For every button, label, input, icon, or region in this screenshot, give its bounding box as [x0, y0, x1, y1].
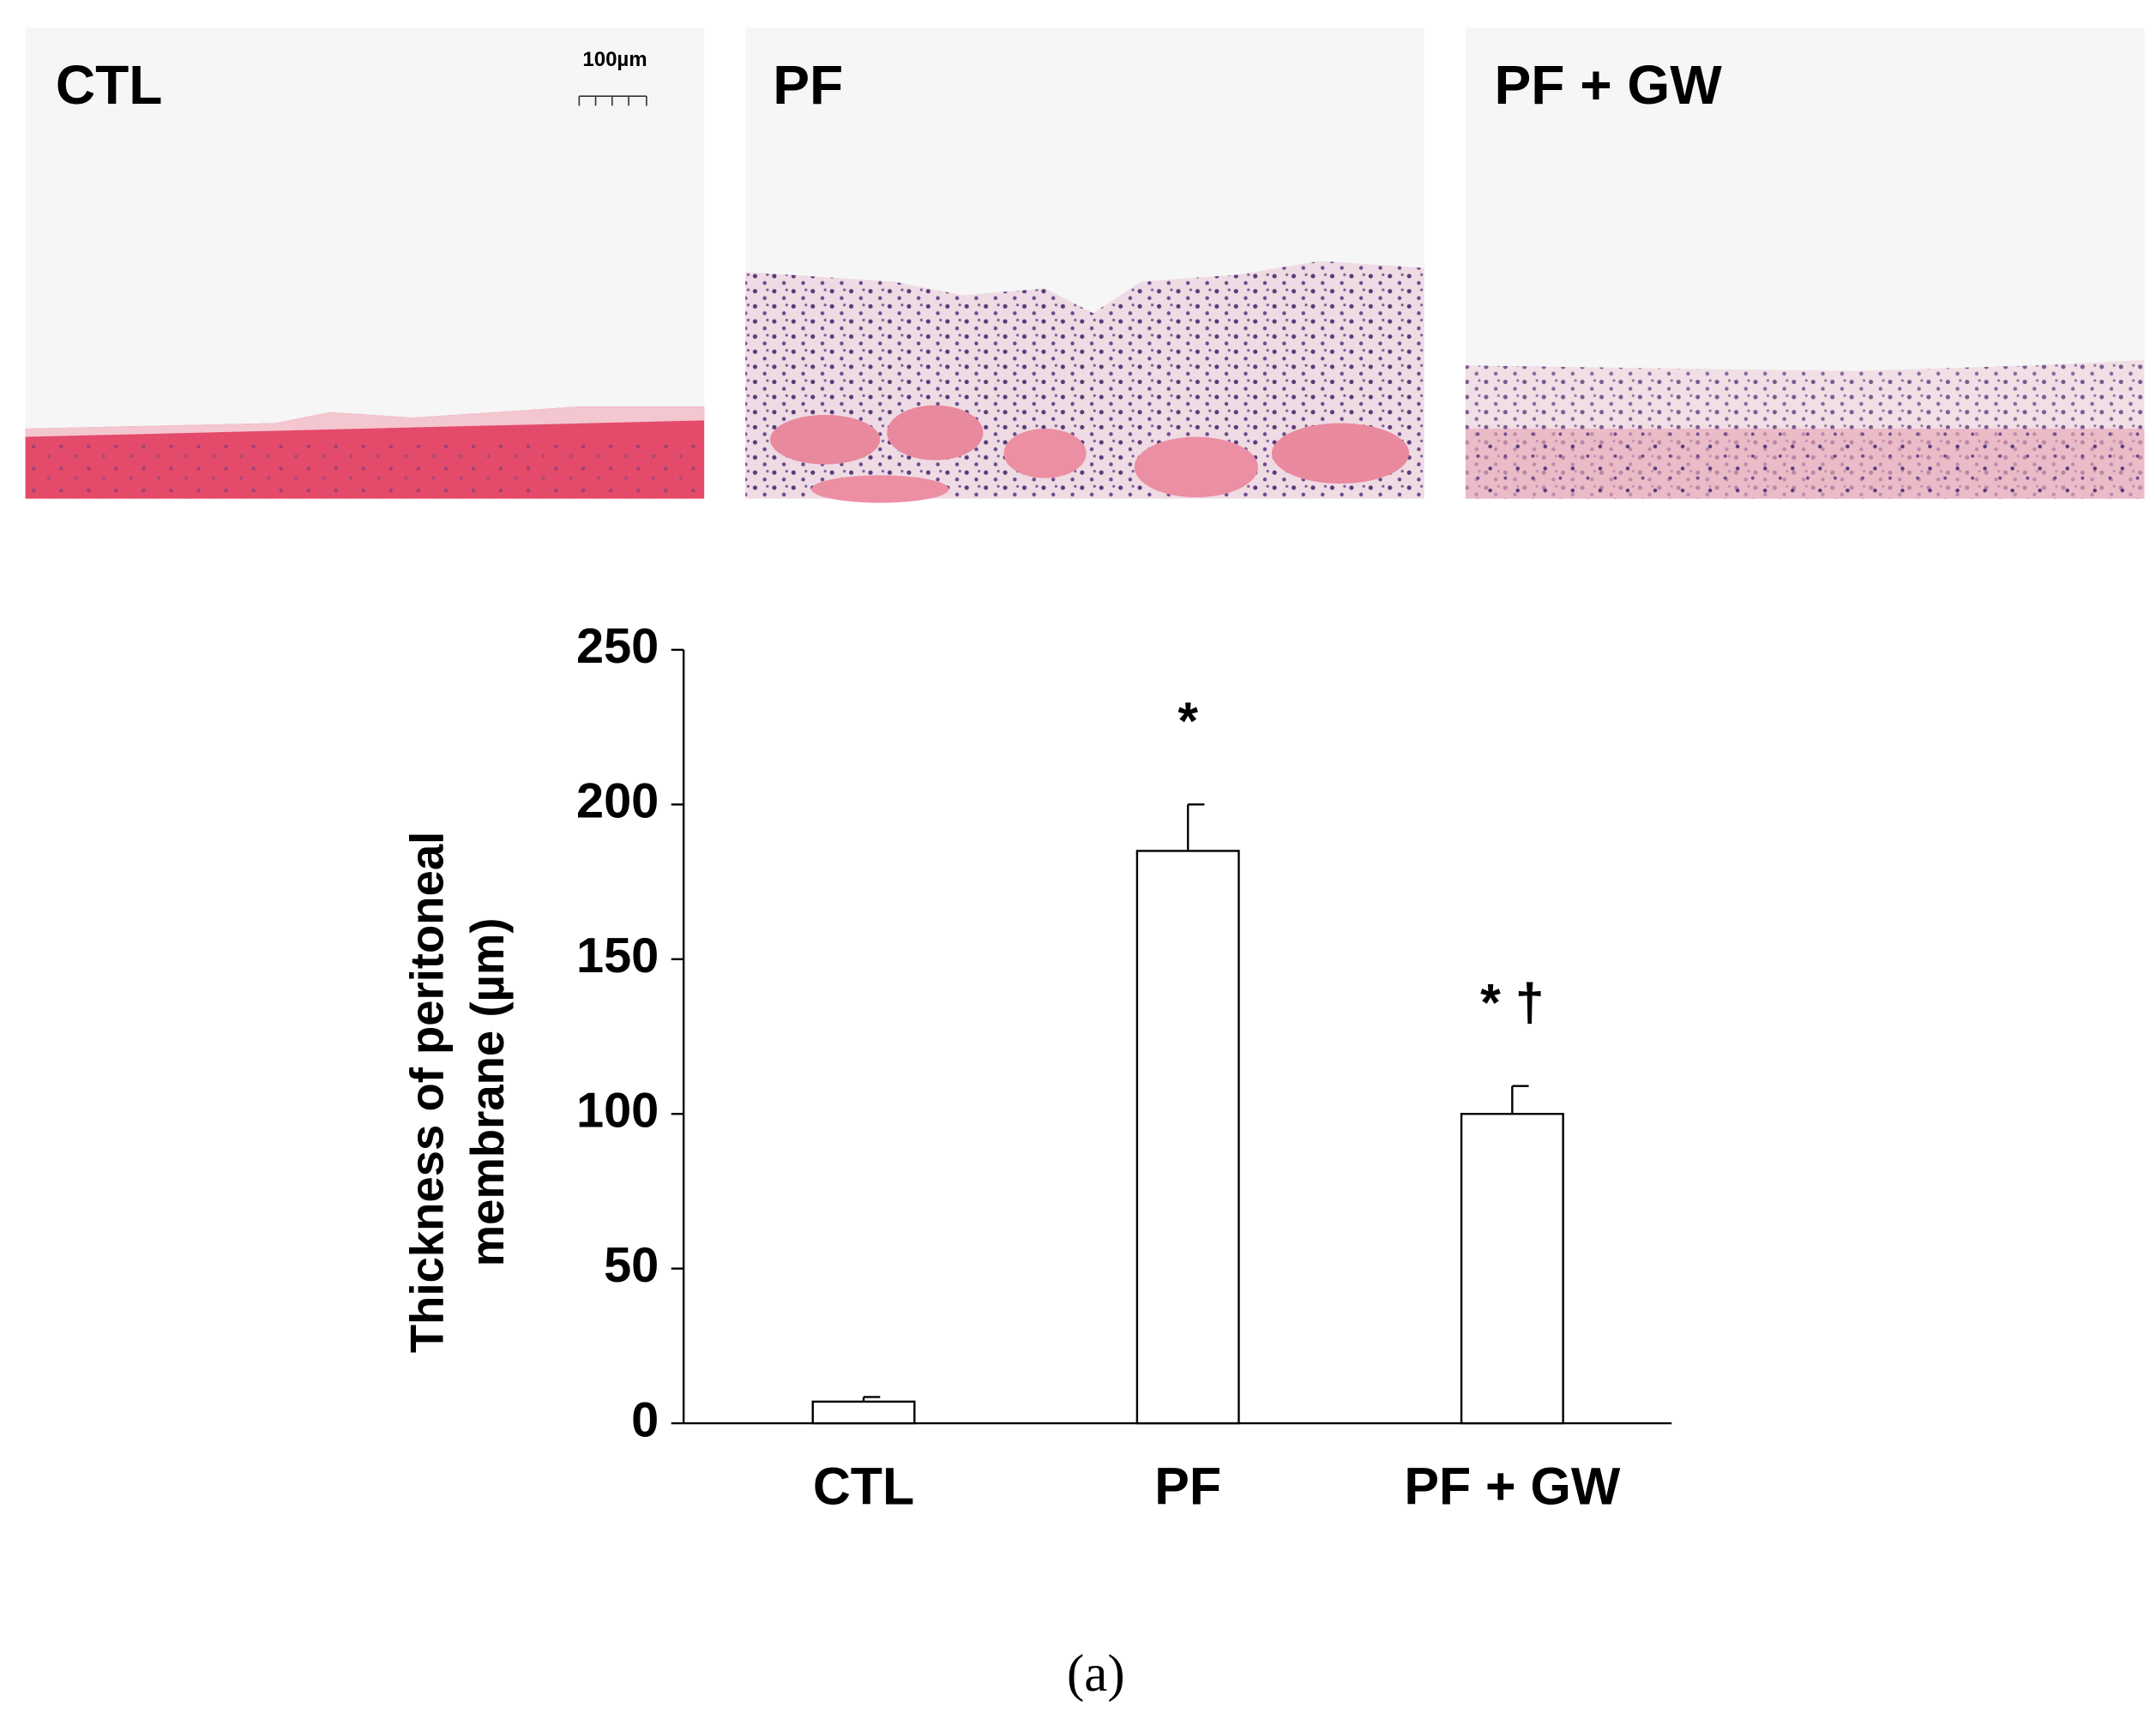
y-tick-label: 0	[631, 1392, 659, 1447]
caption: (a)	[1067, 1645, 1125, 1703]
bar	[1460, 1113, 1564, 1425]
x-tick-label: CTL	[813, 1458, 914, 1516]
histology-panel	[745, 27, 1424, 503]
annotation: *	[1177, 691, 1198, 749]
panel-label: PF + GW	[1495, 54, 1723, 116]
bar	[1135, 850, 1240, 1425]
histology-panel	[25, 27, 705, 499]
histology-panel	[1465, 27, 2145, 499]
bar	[811, 1400, 916, 1425]
y-tick-label: 150	[576, 929, 659, 983]
y-tick-label: 50	[604, 1238, 659, 1293]
y-tick-label: 200	[576, 774, 659, 829]
y-tick-label: 100	[576, 1083, 659, 1138]
y-axis-label: Thickness of peritoneal	[401, 832, 454, 1353]
annotation: * †	[1480, 973, 1544, 1031]
x-tick-label: PF	[1154, 1458, 1221, 1516]
y-tick-label: 250	[576, 619, 659, 674]
scale-bar-label: 100µm	[582, 48, 647, 71]
x-tick-label: PF + GW	[1404, 1458, 1621, 1516]
scale-bar	[578, 95, 647, 106]
panel-label: PF	[773, 54, 843, 116]
y-axis-label: membrane (µm)	[461, 918, 514, 1267]
panel-label: CTL	[56, 54, 163, 116]
